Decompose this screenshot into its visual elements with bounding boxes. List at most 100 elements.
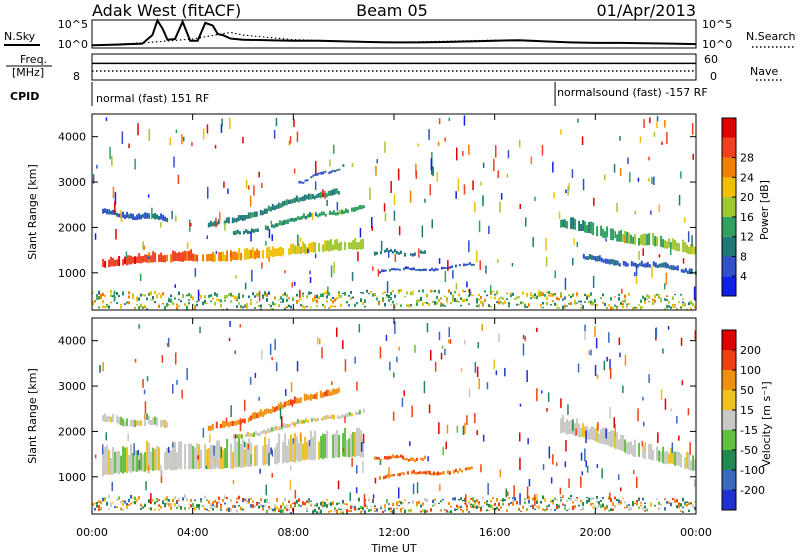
velocity-cell	[407, 458, 410, 462]
power-cell	[600, 297, 602, 299]
power-cell	[432, 300, 434, 303]
velocity-cell	[650, 502, 652, 505]
power-cell	[522, 301, 524, 304]
velocity-cell	[682, 511, 684, 513]
velocity-cell	[172, 441, 175, 471]
power-cell	[196, 300, 198, 303]
velocity-echo	[105, 432, 107, 441]
power-cell	[282, 300, 284, 303]
velocity-echo	[244, 399, 246, 412]
power-cell	[586, 296, 588, 300]
power-cell	[327, 190, 330, 196]
power-cell	[270, 304, 272, 308]
velocity-echo	[536, 327, 538, 332]
power-cell	[446, 301, 448, 304]
velocity-cell	[532, 504, 534, 509]
power-cell	[315, 194, 318, 198]
velocity-cell	[310, 418, 313, 422]
velocity-cell	[436, 471, 439, 476]
power-cell	[310, 306, 312, 308]
power-cell	[304, 179, 307, 182]
power-cell	[298, 216, 301, 221]
power-cell	[231, 217, 234, 224]
power-cell	[622, 261, 625, 266]
power-echo	[479, 260, 481, 270]
power-echo	[418, 248, 420, 258]
power-echo	[656, 121, 658, 129]
power-cell	[92, 302, 94, 306]
velocity-cell	[350, 509, 352, 512]
power-cell	[204, 295, 206, 299]
velocity-cell	[456, 471, 459, 474]
power-cell	[500, 301, 502, 304]
velocity-echo	[202, 427, 205, 438]
power-cell	[252, 292, 254, 296]
velocity-cell	[688, 452, 691, 470]
velocity-echo	[519, 457, 521, 470]
velocity-cell	[264, 436, 267, 465]
velocity-cell	[140, 420, 143, 426]
velocity-cell	[307, 395, 310, 400]
velocity-cell	[306, 510, 308, 512]
power-echo	[605, 238, 607, 242]
power-cell	[421, 251, 424, 254]
velocity-cell	[678, 502, 680, 506]
velocity-cell	[428, 470, 431, 475]
velocity-echo	[186, 368, 188, 381]
velocity-cell	[136, 450, 139, 472]
velocity-cell	[578, 504, 580, 507]
power-cell	[196, 303, 198, 307]
velocity-cell	[104, 447, 107, 475]
power-echo	[220, 124, 223, 133]
power-cell	[566, 221, 569, 229]
power-cell	[136, 303, 138, 306]
power-echo	[651, 266, 653, 279]
velocity-cell	[678, 451, 681, 466]
velocity-cell	[514, 497, 516, 501]
velocity-cell	[472, 499, 474, 502]
velocity-cell	[318, 511, 320, 514]
power-cell	[310, 291, 312, 294]
velocity-colorbar-label: Velocity [m s⁻¹]	[760, 381, 773, 466]
power-cell	[334, 298, 336, 302]
power-echo	[444, 270, 447, 282]
power-cell	[454, 298, 456, 302]
velocity-cell	[318, 441, 321, 460]
power-cell	[330, 239, 333, 251]
power-cell	[140, 256, 143, 264]
power-cell	[188, 292, 190, 297]
velocity-echo	[412, 483, 415, 495]
power-echo	[327, 286, 329, 295]
power-cell	[656, 264, 659, 268]
velocity-cell	[516, 501, 518, 505]
velocity-cell	[536, 506, 538, 508]
velocity-cell	[335, 388, 338, 394]
velocity-cell	[610, 430, 613, 448]
velocity-echo	[133, 443, 135, 456]
power-echo	[564, 218, 566, 226]
velocity-cell	[294, 433, 297, 463]
power-cell	[464, 299, 466, 302]
velocity-colorbar-swatch	[722, 330, 736, 350]
power-cell	[640, 260, 643, 267]
velocity-cell	[694, 506, 696, 510]
power-cell	[350, 242, 353, 249]
velocity-cell	[395, 455, 398, 459]
power-echo	[275, 118, 278, 127]
power-cell	[452, 298, 454, 301]
power-echo	[468, 144, 470, 155]
power-echo	[393, 194, 396, 206]
power-cell	[240, 306, 242, 309]
velocity-cell	[168, 450, 171, 469]
velocity-cell	[588, 499, 590, 503]
power-cell	[610, 306, 612, 310]
velocity-cell	[334, 507, 336, 510]
power-cell	[460, 297, 462, 300]
power-cell	[590, 254, 593, 260]
velocity-cell	[592, 497, 594, 500]
velocity-cell	[248, 438, 251, 467]
power-cell	[622, 305, 624, 308]
power-echo	[545, 238, 547, 251]
velocity-cell	[456, 508, 458, 511]
velocity-cell	[138, 496, 140, 500]
